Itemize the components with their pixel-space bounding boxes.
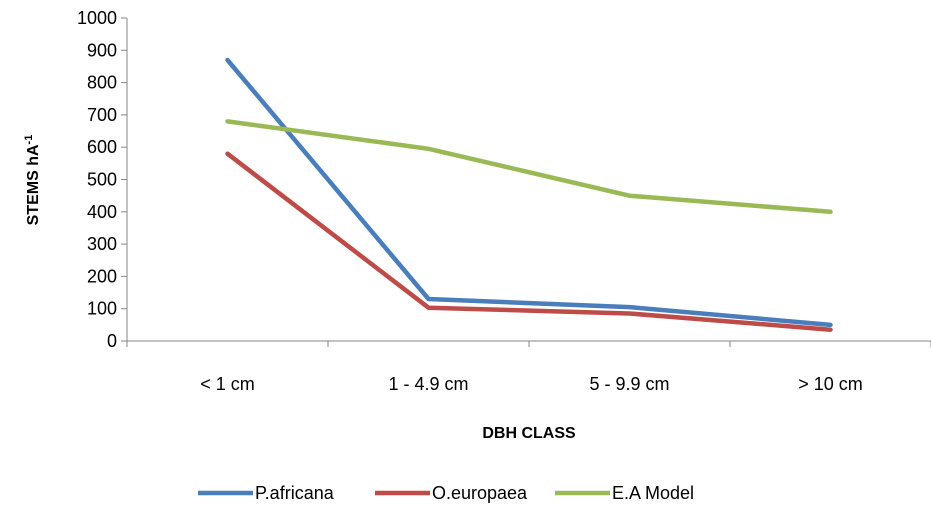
y-tick-label: 900 bbox=[87, 40, 117, 60]
y-tick-label: 0 bbox=[107, 331, 117, 351]
y-tick-label: 800 bbox=[87, 73, 117, 93]
x-tick-label: < 1 cm bbox=[200, 374, 255, 394]
x-tick-label: 1 - 4.9 cm bbox=[388, 374, 468, 394]
y-tick-label: 1000 bbox=[77, 8, 117, 28]
y-axis-title: STEMS hA-1 bbox=[23, 135, 42, 226]
series-line bbox=[225, 119, 833, 215]
legend-label: P.africana bbox=[255, 483, 335, 503]
y-axis-title-superscript: -1 bbox=[23, 135, 35, 145]
y-tick-label: 200 bbox=[87, 266, 117, 286]
y-tick-label: 300 bbox=[87, 234, 117, 254]
y-tick-label: 400 bbox=[87, 202, 117, 222]
y-tick-label: 100 bbox=[87, 299, 117, 319]
y-tick-label: 500 bbox=[87, 170, 117, 190]
x-axis-title: DBH CLASS bbox=[482, 425, 576, 442]
y-tick-label: 600 bbox=[87, 137, 117, 157]
series-line bbox=[225, 57, 833, 328]
x-tick-label: > 10 cm bbox=[798, 374, 863, 394]
legend-label: O.europaea bbox=[432, 483, 528, 503]
legend: P.africana O.europaea E.A Model bbox=[198, 483, 694, 503]
legend-label: E.A Model bbox=[612, 483, 694, 503]
x-tick-label: 5 - 9.9 cm bbox=[589, 374, 669, 394]
y-axis-title-main: STEMS hA bbox=[25, 144, 42, 225]
x-axis-ticks: < 1 cm 1 - 4.9 cm 5 - 9.9 cm > 10 cm bbox=[126, 341, 931, 394]
y-tick-label: 700 bbox=[87, 105, 117, 125]
y-axis-ticks: 0 100 200 300 400 500 600 700 800 900 1000 bbox=[77, 8, 127, 351]
series-line bbox=[225, 151, 833, 332]
series-lines bbox=[225, 57, 833, 332]
chart-axes bbox=[126, 18, 931, 342]
